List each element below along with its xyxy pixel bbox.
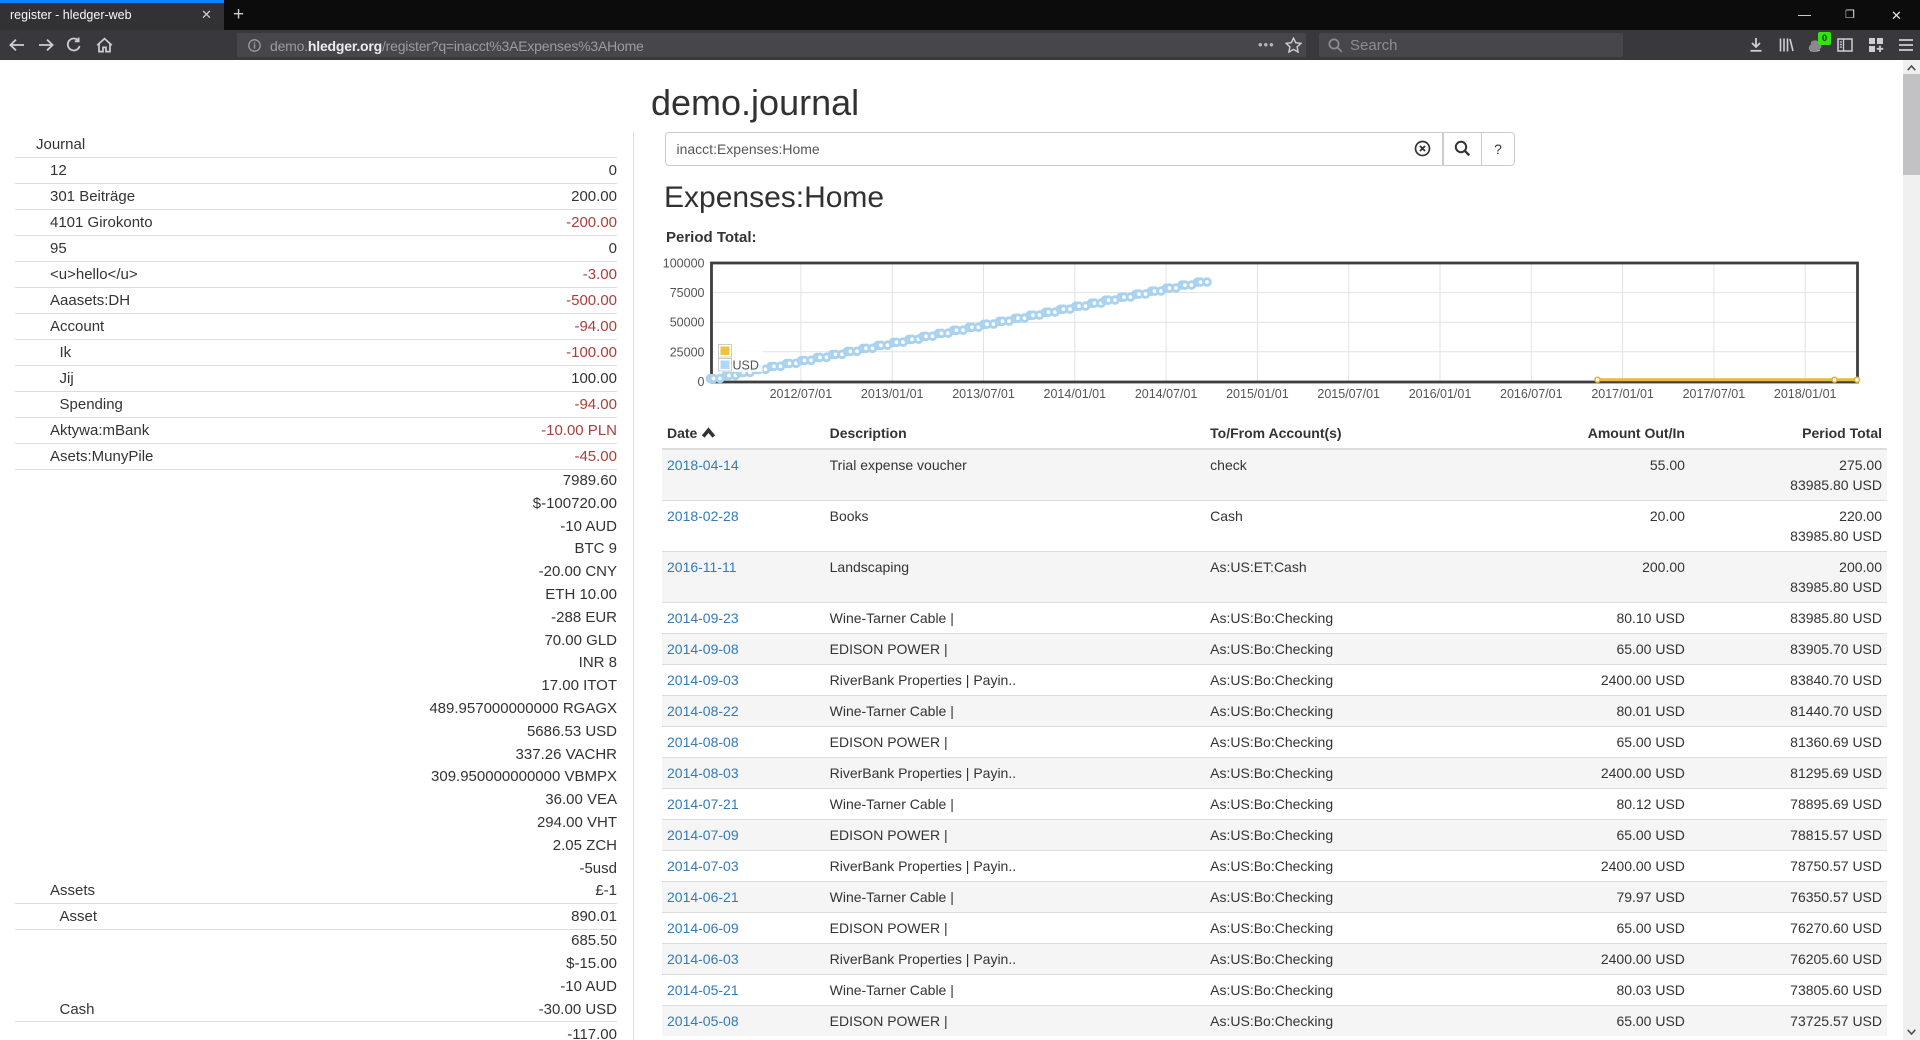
svg-text:2015/01/01: 2015/01/01: [1226, 387, 1289, 401]
svg-text:2015/07/01: 2015/07/01: [1317, 387, 1380, 401]
svg-text:2014/07/01: 2014/07/01: [1135, 387, 1198, 401]
svg-text:2016/07/01: 2016/07/01: [1500, 387, 1563, 401]
svg-text:2014/01/01: 2014/01/01: [1044, 387, 1107, 401]
svg-text:2016/01/01: 2016/01/01: [1409, 387, 1472, 401]
svg-text:25000: 25000: [670, 345, 705, 359]
svg-text:50000: 50000: [670, 316, 705, 330]
svg-text:2013/07/01: 2013/07/01: [952, 387, 1015, 401]
svg-text:USD: USD: [733, 359, 759, 373]
svg-text:2012/07/01: 2012/07/01: [770, 387, 833, 401]
svg-text:2018/01/01: 2018/01/01: [1774, 387, 1837, 401]
svg-text:100000: 100000: [663, 257, 705, 271]
svg-text:2013/01/01: 2013/01/01: [861, 387, 924, 401]
svg-text:2017/01/01: 2017/01/01: [1591, 387, 1654, 401]
svg-text:75000: 75000: [670, 286, 705, 300]
svg-text:0: 0: [698, 375, 705, 389]
svg-text:2017/07/01: 2017/07/01: [1683, 387, 1746, 401]
